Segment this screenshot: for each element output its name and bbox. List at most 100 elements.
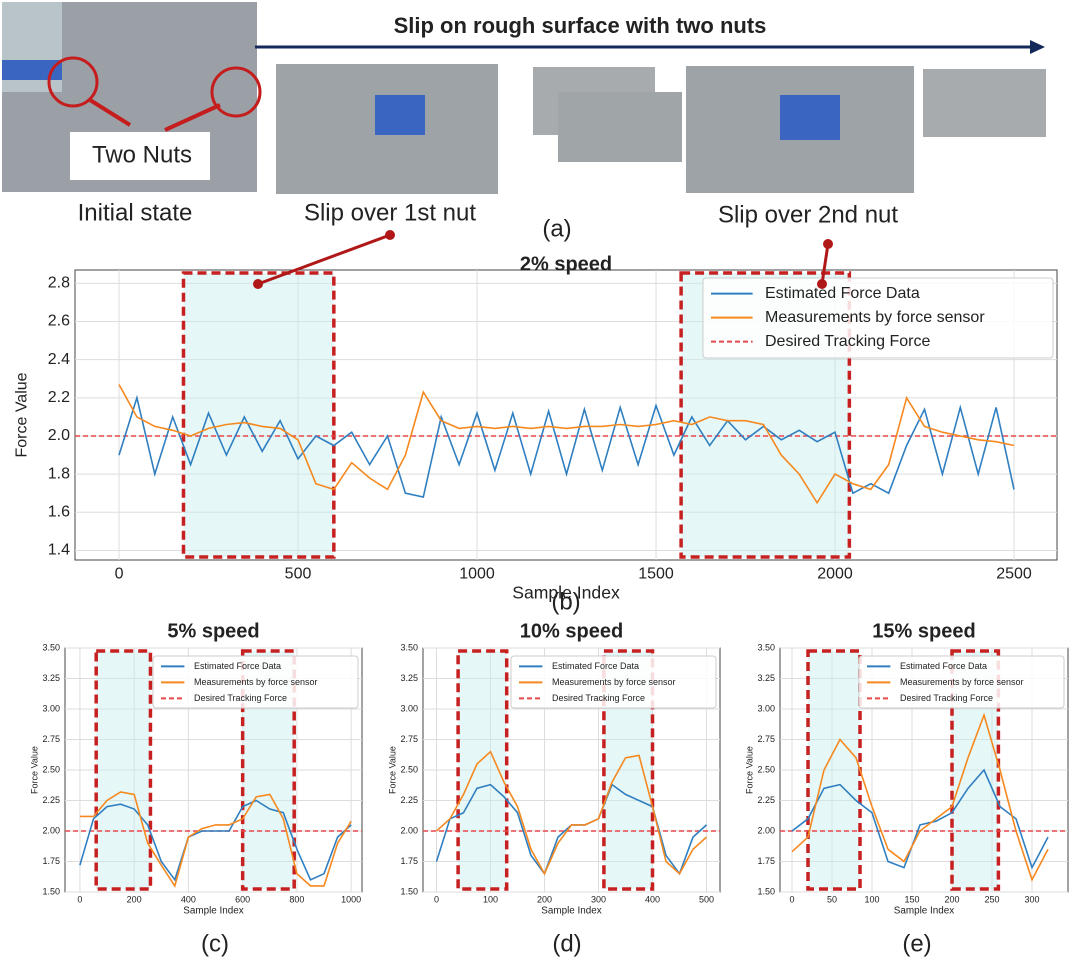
x-tick-label: 800	[289, 894, 304, 904]
banner: Slip on rough surface with two nuts	[394, 13, 767, 38]
series-line	[118, 384, 1015, 505]
chart-title: 10% speed	[520, 620, 623, 642]
highlight-region	[94, 649, 153, 891]
x-tick-label: 400	[181, 894, 196, 904]
y-tick-label: 2.50	[757, 764, 775, 774]
arrow	[88, 98, 132, 127]
series-line	[435, 750, 708, 876]
y-tick-label: 2.50	[400, 764, 418, 774]
x-tick-label: 600	[235, 894, 250, 904]
y-tick-label: 3.25	[42, 673, 60, 683]
photo-tool-band	[780, 95, 840, 140]
x-tick-label: 1500	[638, 566, 674, 583]
x-tick-label: 0	[789, 894, 794, 904]
connector	[257, 233, 391, 286]
x-tick-label: 500	[699, 894, 714, 904]
x-tick-label: 0	[115, 566, 124, 583]
y-tick-label: 3.50	[42, 642, 60, 652]
y-tick-label: 1.75	[757, 856, 775, 866]
charts: 1.41.61.82.02.22.42.62.80 500 1000 1500 2000…	[13, 253, 1069, 917]
x-tick-label: 2000	[817, 566, 853, 583]
legend-box	[510, 655, 717, 709]
legend-label: Desired Tracking Force	[194, 693, 287, 703]
y-tick-label: 2.75	[757, 734, 775, 744]
x-axis-label: Sample Index	[512, 582, 620, 602]
y-tick-label: 1.4	[48, 542, 70, 559]
legend-label: Measurements by force sensor	[765, 309, 985, 326]
x-tick-label: 300	[1024, 894, 1039, 904]
nuts-label: Two Nuts	[92, 141, 192, 168]
photo-tool-band	[2, 60, 62, 80]
x-axis-label: Sample Index	[894, 906, 954, 917]
y-tick-label: 2.4	[48, 351, 70, 368]
photo-tool-band	[375, 95, 425, 135]
legend-label: Measurements by force sensor	[900, 677, 1024, 687]
x-tick-label: 50	[827, 894, 837, 904]
x-tick-label: 1000	[459, 566, 495, 583]
x-tick-label: 200	[127, 894, 142, 904]
x-tick-label: 100	[483, 894, 498, 904]
photos	[2, 2, 1046, 194]
connector-dot	[253, 279, 263, 289]
panel-label: (b)	[551, 588, 580, 615]
legend-label: Desired Tracking Force	[900, 693, 993, 703]
legend-label: Estimated Force Data	[194, 661, 281, 671]
y-tick-label: 1.6	[48, 504, 70, 521]
arrow-head	[1030, 40, 1045, 54]
legend-label: Estimated Force Data	[552, 661, 639, 671]
highlight-region	[181, 271, 336, 559]
y-tick-label: 3.00	[42, 703, 60, 713]
x-tick-label: 0	[434, 894, 439, 904]
y-tick-label: 2.75	[400, 734, 418, 744]
y-tick-label: 2.2	[48, 389, 70, 406]
caption: Slip over 1st nut	[304, 199, 476, 226]
series-line	[79, 791, 352, 888]
y-tick-label: 3.00	[400, 703, 418, 713]
highlight-region	[456, 649, 509, 891]
y-tick-label: 1.50	[757, 886, 775, 896]
series-line	[79, 799, 352, 882]
legend-box	[152, 655, 359, 709]
x-axis-label: Sample Index	[183, 906, 243, 917]
y-tick-label: 2.50	[42, 764, 60, 774]
nut-circle	[210, 66, 262, 118]
legend-label: Measurements by force sensor	[552, 677, 676, 687]
x-tick-label: 400	[645, 894, 660, 904]
x-tick-label: 250	[984, 894, 999, 904]
legend-label: Estimated Force Data	[900, 661, 987, 671]
legend-box	[858, 655, 1065, 709]
y-axis-label: Force Value	[745, 746, 755, 794]
y-tick-label: 3.50	[757, 642, 775, 652]
panel-label: (d)	[552, 930, 581, 957]
y-tick-label: 3.00	[757, 703, 775, 713]
y-tick-label: 1.8	[48, 465, 70, 482]
y-axis-label: Force Value	[388, 746, 398, 794]
y-tick-label: 1.50	[42, 886, 60, 896]
legend-label: Desired Tracking Force	[765, 333, 930, 350]
chart: 1.50 1.75 2.00 2.25 2.50 2.75 3.00 3.25 3.50 0 50 1…	[745, 620, 1069, 917]
connector	[820, 243, 830, 285]
y-tick-label: 2.8	[48, 275, 70, 292]
y-tick-label: 3.25	[400, 673, 418, 683]
y-tick-label: 2.00	[42, 825, 60, 835]
nut-circle	[47, 56, 99, 108]
x-axis-label: Sample Index	[541, 906, 601, 917]
connector-dot	[817, 279, 827, 289]
y-tick-label: 1.75	[400, 856, 418, 866]
panel-label: (a)	[542, 215, 571, 242]
panel-label: (e)	[902, 930, 931, 957]
y-tick-label: 2.00	[400, 825, 418, 835]
chart: 1.50 1.75 2.00 2.25 2.50 2.75 3.00 3.25 3.50 0 100…	[388, 620, 721, 917]
y-tick-label: 3.50	[400, 642, 418, 652]
panel-label: (c)	[201, 930, 229, 957]
x-tick-label: 2500	[996, 566, 1032, 583]
y-tick-label: 3.25	[757, 673, 775, 683]
x-tick-label: 200	[537, 894, 552, 904]
highlight-region	[806, 649, 862, 891]
y-tick-label: 2.25	[757, 795, 775, 805]
x-tick-label: 0	[77, 894, 82, 904]
series-line	[791, 712, 1049, 882]
connector-dot	[823, 239, 833, 249]
chart-title: 2% speed	[520, 253, 612, 275]
photo-frame	[558, 92, 682, 162]
